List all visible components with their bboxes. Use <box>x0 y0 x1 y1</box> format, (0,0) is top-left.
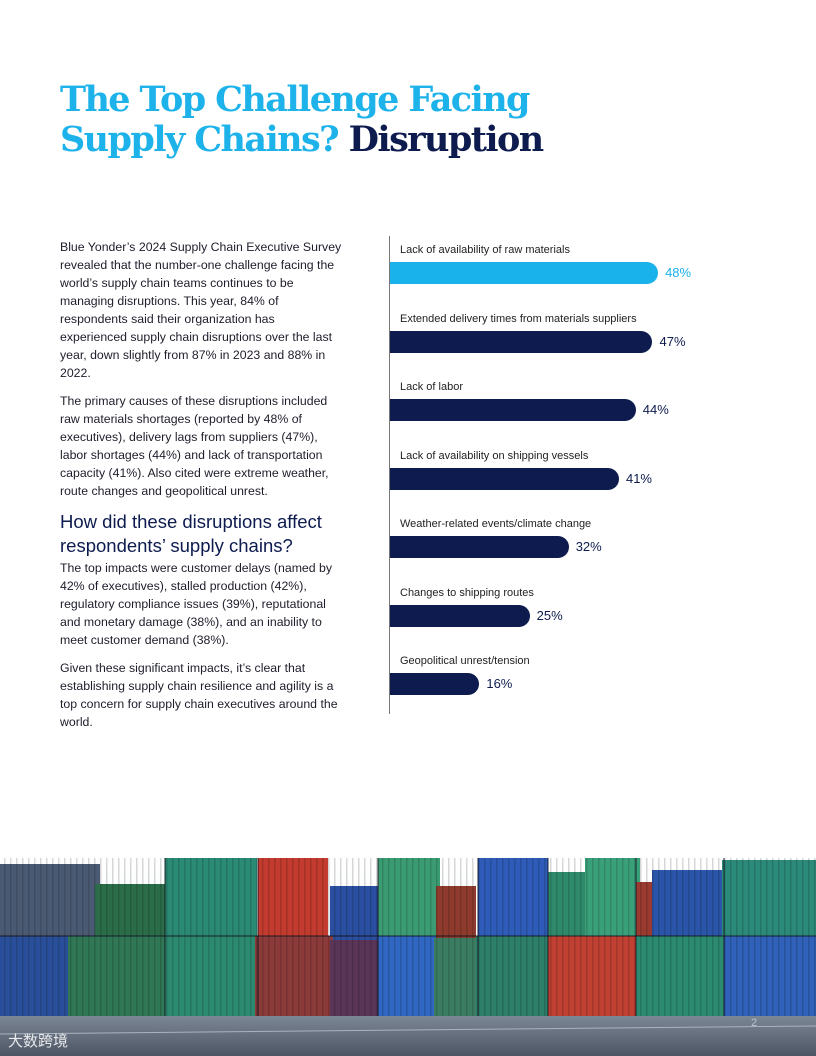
bar <box>390 399 636 421</box>
bar-label: Lack of availability of raw materials <box>400 244 570 256</box>
bar-value-label: 32% <box>575 539 602 554</box>
bar <box>390 330 653 353</box>
body-paragraph-1: Blue Yonder’s 2024 Supply Chain Executiv… <box>60 240 342 380</box>
body-paragraph-3: The top impacts were customer delays (na… <box>60 561 333 647</box>
title-line-2-part-1: Supply Chains? <box>60 119 340 160</box>
bar-value-label: 25% <box>536 607 563 623</box>
title-line-2-part-2: Disruption <box>348 119 545 160</box>
bar-value-label: 47% <box>659 333 686 349</box>
bar <box>390 262 659 284</box>
title-line-1: The Top Challenge Facing <box>60 79 531 120</box>
bar <box>390 467 619 490</box>
bar-value-label: 48% <box>665 265 692 280</box>
body-paragraph-2: The primary causes of these disruptions … <box>60 394 329 498</box>
bar-label: Extended delivery times from materials s… <box>400 312 637 325</box>
bar-label: Lack of availability on shipping vessels <box>400 449 589 462</box>
bar <box>390 536 569 558</box>
body-text-column: Blue Yonder’s 2024 Supply Chain Executiv… <box>60 238 345 741</box>
shipping-containers-photo <box>0 848 816 1056</box>
section-heading: How did these disruptions affect respond… <box>60 511 322 556</box>
bar <box>390 673 480 695</box>
page-title: The Top Challenge Facing Supply Chains? … <box>60 80 760 160</box>
bar-label: Lack of labor <box>400 381 463 393</box>
chart-axis-line <box>389 236 390 714</box>
bar-label: Changes to shipping routes <box>400 586 534 599</box>
bar-label: Weather-related events/climate change <box>400 518 592 530</box>
page-number: 2 <box>751 1017 758 1029</box>
bar-value-label: 41% <box>625 470 652 486</box>
watermark-logo: 大数跨境 <box>8 1030 68 1051</box>
disruption-causes-bar-chart: Lack of availability of raw materials 48%… <box>388 236 768 714</box>
logo-text: 大数跨境 <box>8 1033 69 1050</box>
bar-label: Geopolitical unrest/tension <box>400 655 530 667</box>
body-paragraph-4: Given these significant impacts, it’s cl… <box>60 661 338 729</box>
bar-value-label: 16% <box>486 676 513 691</box>
bar <box>390 604 530 627</box>
bar-value-label: 44% <box>642 402 669 417</box>
